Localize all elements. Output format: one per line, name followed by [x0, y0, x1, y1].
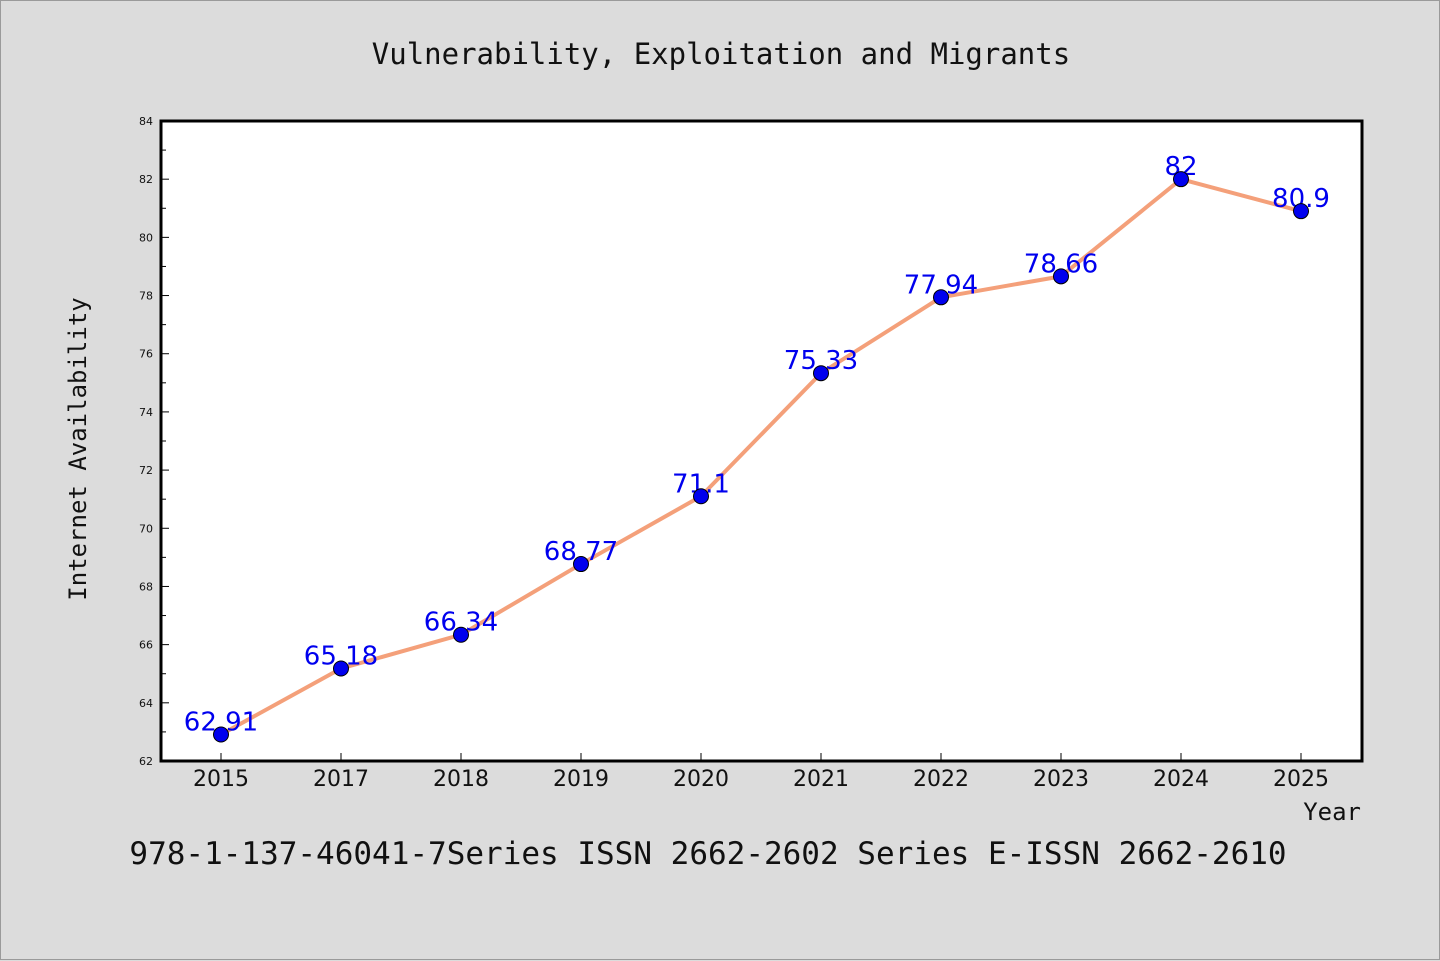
y-tick-label: 68 — [139, 580, 153, 593]
plot-area — [159, 119, 1364, 763]
y-tick-label: 72 — [139, 464, 153, 477]
x-tick-label: 2021 — [793, 767, 849, 792]
data-point-marker — [453, 626, 469, 643]
data-point-marker — [213, 726, 229, 743]
y-tick-label: 80 — [139, 231, 153, 244]
y-tick-label: 84 — [139, 115, 153, 128]
y-tick-label: 66 — [139, 639, 153, 652]
x-tick-label: 2022 — [913, 767, 969, 792]
y-tick-label: 64 — [139, 697, 153, 710]
x-tick-label: 2025 — [1273, 767, 1329, 792]
x-axis-label: Year — [1303, 798, 1361, 826]
x-tick-label: 2019 — [553, 767, 609, 792]
data-point-marker — [1293, 203, 1309, 220]
y-tick-label: 76 — [139, 348, 153, 361]
data-point-marker — [1173, 171, 1189, 188]
x-tick-label: 2015 — [193, 767, 249, 792]
y-tick-label: 62 — [139, 755, 153, 768]
x-axis: 2015 2017 2018 2019 2020 2021 2022 2023 2024 2025 — [193, 753, 1329, 792]
y-axis-label: Internet Availability — [64, 297, 92, 600]
data-point-marker — [573, 556, 589, 573]
data-point-marker — [1053, 268, 1069, 285]
y-axis: 62 64 66 68 70 72 74 76 78 80 82 84 — [139, 115, 169, 768]
x-tick-label: 2020 — [673, 767, 729, 792]
y-tick-label: 78 — [139, 290, 153, 303]
x-tick-label: 2023 — [1033, 767, 1089, 792]
x-tick-label: 2017 — [313, 767, 369, 792]
data-point-marker — [333, 660, 349, 677]
data-point-marker — [693, 488, 709, 505]
x-tick-label: 2024 — [1153, 767, 1209, 792]
y-tick-label: 82 — [139, 173, 153, 186]
y-tick-label: 70 — [139, 522, 153, 535]
x-tick-label: 2018 — [433, 767, 489, 792]
series-line — [219, 177, 1303, 737]
data-point-marker — [933, 289, 949, 306]
y-tick-label: 74 — [139, 406, 153, 419]
data-point-marker — [813, 365, 829, 382]
footer-isbn: 978-1-137-46041-7Series ISSN 2662-2602 S… — [129, 836, 1286, 872]
series-line-group: 62.9165.1866.3468.7771.175.3377.9478.668… — [184, 152, 1330, 743]
chart-title: Vulnerability, Exploitation and Migrants — [372, 37, 1070, 71]
